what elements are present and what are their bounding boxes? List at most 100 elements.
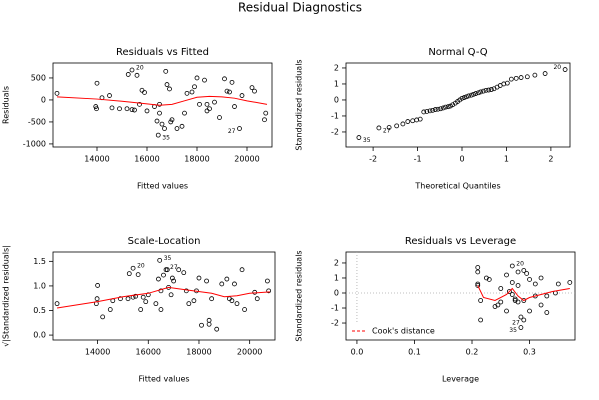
- x-tick-label: 20000: [237, 348, 262, 357]
- y-tick-label: 1: [334, 273, 339, 282]
- x-tick-label: 18000: [186, 348, 211, 357]
- data-point: [430, 107, 436, 113]
- data-point: [234, 301, 240, 307]
- data-point: [157, 257, 163, 263]
- data-point: [508, 76, 514, 82]
- point-label: 35: [509, 327, 517, 334]
- y-tick-label: 1: [334, 79, 339, 88]
- panel-title: Normal Q-Q: [428, 47, 487, 58]
- x-tick-label: 18000: [184, 155, 209, 164]
- data-point: [139, 87, 145, 93]
- data-point: [478, 89, 484, 95]
- data-point: [171, 278, 177, 284]
- data-point: [266, 288, 272, 294]
- data-point: [174, 126, 180, 131]
- data-point: [134, 72, 140, 78]
- data-point: [145, 292, 151, 298]
- data-point: [197, 101, 202, 107]
- data-point: [476, 90, 481, 96]
- plot-frame: [52, 251, 276, 341]
- data-point: [163, 68, 169, 74]
- data-point: [518, 75, 524, 80]
- data-point: [498, 286, 504, 291]
- data-point: [143, 299, 149, 305]
- data-point: [125, 296, 131, 302]
- data-point: [227, 89, 232, 95]
- data-point: [192, 84, 197, 90]
- data-point: [168, 292, 174, 298]
- data-point: [184, 90, 190, 96]
- x-tick-label: -2: [369, 155, 377, 164]
- smooth-line: [477, 285, 570, 302]
- point-label: 35: [164, 255, 172, 262]
- data-point: [480, 88, 486, 94]
- data-point: [167, 86, 172, 92]
- x-tick-label: 16000: [134, 155, 159, 164]
- y-tick-label: -1: [331, 304, 339, 313]
- x-tick-label: 20000: [234, 155, 259, 164]
- point-label: 27: [170, 264, 178, 271]
- data-point: [538, 275, 544, 281]
- data-point: [144, 108, 150, 114]
- data-point: [504, 308, 509, 314]
- data-point: [521, 268, 527, 273]
- data-point: [483, 275, 489, 281]
- data-point: [254, 296, 260, 302]
- data-point: [182, 110, 187, 116]
- data-point: [515, 269, 521, 275]
- data-point: [232, 104, 237, 109]
- point-label: 35: [363, 137, 371, 144]
- x-tick-label: 0.0: [351, 348, 364, 357]
- point-label: 27: [383, 127, 391, 134]
- data-point: [417, 116, 423, 122]
- panel-title: Residuals vs Fitted: [116, 47, 209, 58]
- x-tick-label: 14000: [85, 348, 110, 357]
- x-tick-label: 2: [548, 155, 553, 164]
- data-point: [527, 308, 532, 314]
- data-point: [475, 265, 481, 270]
- panel-title: Scale-Location: [128, 236, 201, 247]
- data-point: [473, 91, 479, 96]
- data-point: [464, 94, 469, 100]
- data-point: [209, 296, 215, 302]
- data-point: [212, 99, 217, 105]
- data-point: [475, 283, 481, 288]
- data-point: [264, 278, 270, 284]
- x-tick-label: 1: [504, 155, 509, 164]
- data-point: [100, 314, 106, 320]
- data-point: [140, 294, 146, 300]
- data-point: [562, 67, 568, 72]
- data-point: [164, 267, 170, 273]
- y-tick-label: 0: [334, 288, 339, 297]
- data-point: [435, 106, 441, 112]
- data-point: [214, 326, 220, 332]
- data-point: [263, 110, 269, 116]
- data-point: [432, 107, 438, 112]
- data-point: [54, 90, 60, 96]
- data-point: [400, 121, 406, 127]
- data-point: [189, 89, 195, 95]
- data-point: [207, 106, 212, 112]
- data-point: [138, 307, 144, 312]
- data-point: [176, 267, 182, 273]
- x-axis-label: Leverage: [442, 375, 479, 384]
- y-axis-label: Standardized residuals: [295, 59, 304, 150]
- data-point: [162, 126, 167, 131]
- x-tick-label: -1: [414, 155, 422, 164]
- data-point: [507, 289, 512, 294]
- data-point: [224, 276, 230, 282]
- data-point: [158, 307, 164, 312]
- x-tick-label: 0.2: [466, 348, 479, 357]
- data-point: [118, 296, 123, 302]
- y-tick-label: -2: [331, 319, 339, 328]
- data-point: [544, 310, 550, 315]
- y-axis-label: Residuals: [2, 86, 11, 124]
- data-point: [219, 281, 225, 287]
- data-point: [524, 74, 530, 80]
- smooth-line: [56, 95, 268, 106]
- data-point: [125, 72, 131, 77]
- data-point: [232, 281, 237, 287]
- x-axis-label: Fitted values: [138, 375, 189, 384]
